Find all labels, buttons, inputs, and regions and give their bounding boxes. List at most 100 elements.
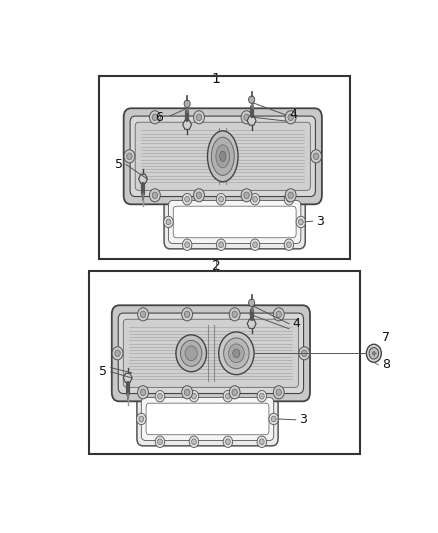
Circle shape (196, 192, 202, 199)
Circle shape (194, 189, 205, 202)
Circle shape (372, 352, 375, 355)
Circle shape (158, 439, 162, 445)
Circle shape (124, 150, 135, 163)
FancyBboxPatch shape (118, 313, 304, 393)
Circle shape (184, 100, 190, 108)
Circle shape (139, 416, 144, 422)
Circle shape (288, 114, 293, 120)
Circle shape (152, 114, 158, 120)
FancyBboxPatch shape (164, 195, 305, 249)
Circle shape (166, 219, 171, 225)
Circle shape (311, 150, 321, 163)
Circle shape (253, 196, 258, 202)
Circle shape (301, 350, 307, 357)
Text: 3: 3 (316, 215, 324, 228)
Circle shape (249, 299, 254, 306)
Circle shape (257, 391, 267, 402)
Circle shape (112, 347, 123, 360)
Circle shape (138, 308, 148, 321)
Circle shape (149, 189, 160, 202)
Circle shape (314, 153, 319, 159)
Text: 5: 5 (99, 365, 107, 378)
Circle shape (180, 341, 202, 366)
Circle shape (216, 193, 226, 205)
Circle shape (241, 111, 252, 124)
Circle shape (216, 239, 226, 251)
FancyBboxPatch shape (112, 305, 310, 401)
Text: 6: 6 (155, 111, 163, 124)
Circle shape (182, 308, 193, 321)
Circle shape (223, 436, 233, 448)
Circle shape (229, 386, 240, 399)
Circle shape (155, 391, 165, 402)
Circle shape (224, 338, 249, 369)
FancyBboxPatch shape (141, 398, 274, 440)
FancyBboxPatch shape (130, 116, 315, 197)
Circle shape (249, 96, 254, 103)
Circle shape (284, 239, 294, 251)
Circle shape (298, 219, 303, 225)
Circle shape (288, 192, 293, 199)
Circle shape (182, 193, 192, 205)
Circle shape (219, 196, 223, 202)
Ellipse shape (211, 137, 234, 175)
Circle shape (196, 114, 202, 120)
Circle shape (366, 344, 381, 362)
Circle shape (284, 193, 294, 205)
Ellipse shape (220, 151, 226, 161)
Text: 4: 4 (293, 317, 300, 330)
Circle shape (152, 192, 158, 199)
Circle shape (299, 347, 310, 360)
Circle shape (259, 393, 264, 399)
Circle shape (253, 242, 258, 248)
Circle shape (257, 436, 267, 448)
Circle shape (233, 349, 240, 358)
Circle shape (229, 344, 244, 362)
Circle shape (176, 335, 206, 372)
Circle shape (223, 391, 233, 402)
Circle shape (184, 311, 190, 318)
Circle shape (127, 153, 132, 159)
Circle shape (232, 311, 237, 318)
Circle shape (226, 439, 230, 445)
Circle shape (259, 439, 264, 445)
Circle shape (164, 216, 173, 228)
Circle shape (244, 114, 249, 120)
Circle shape (191, 393, 196, 399)
FancyBboxPatch shape (146, 403, 269, 435)
Circle shape (140, 311, 146, 318)
Text: 8: 8 (381, 358, 390, 372)
Circle shape (158, 393, 162, 399)
Text: 5: 5 (115, 158, 123, 171)
Ellipse shape (208, 131, 238, 182)
Circle shape (115, 350, 120, 357)
Circle shape (149, 111, 160, 124)
Circle shape (194, 111, 205, 124)
Text: 1: 1 (212, 72, 220, 86)
FancyBboxPatch shape (137, 392, 278, 446)
Circle shape (185, 242, 190, 248)
FancyBboxPatch shape (124, 108, 322, 204)
Circle shape (250, 239, 260, 251)
Circle shape (286, 196, 291, 202)
FancyBboxPatch shape (135, 122, 311, 190)
Circle shape (271, 416, 276, 422)
Circle shape (182, 386, 193, 399)
Circle shape (241, 189, 252, 202)
Ellipse shape (216, 145, 230, 168)
Text: 2: 2 (212, 259, 220, 273)
Circle shape (286, 242, 291, 248)
Circle shape (285, 111, 296, 124)
Circle shape (184, 389, 190, 395)
Bar (99, 76, 350, 259)
Circle shape (137, 413, 146, 425)
Circle shape (244, 192, 249, 199)
FancyBboxPatch shape (124, 319, 298, 387)
Circle shape (219, 242, 223, 248)
Circle shape (273, 308, 284, 321)
Circle shape (189, 436, 199, 448)
Circle shape (285, 189, 296, 202)
Circle shape (185, 196, 190, 202)
FancyBboxPatch shape (169, 200, 301, 244)
Circle shape (276, 389, 282, 395)
